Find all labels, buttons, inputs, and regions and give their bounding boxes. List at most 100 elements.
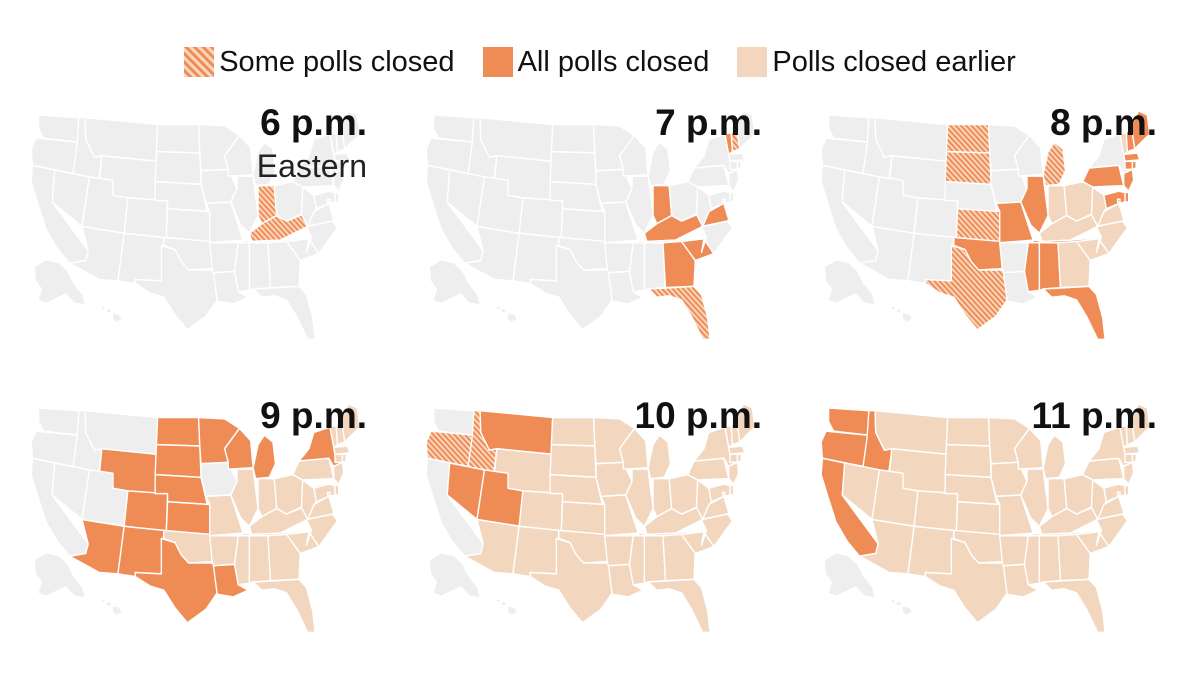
- legend-swatch-earlier: [737, 47, 768, 77]
- state-sd: [154, 443, 202, 479]
- state-nc: [305, 220, 339, 255]
- state-oh: [1063, 473, 1094, 515]
- state-ks: [560, 208, 607, 243]
- state-fl: [647, 285, 711, 341]
- state-ak: [824, 553, 875, 597]
- state-ms: [233, 242, 251, 293]
- state-ky: [1038, 506, 1099, 536]
- state-tx: [529, 244, 613, 331]
- state-ky: [1038, 213, 1099, 243]
- state-dc: [721, 198, 726, 203]
- state-nm: [117, 232, 165, 285]
- panel-time-label: 10 p.m.: [634, 395, 763, 436]
- state-fl: [1042, 285, 1106, 341]
- state-nj: [333, 461, 345, 485]
- state-ri: [1131, 160, 1137, 171]
- state-ma: [728, 152, 746, 162]
- state-al: [1038, 242, 1062, 292]
- state-il: [230, 175, 259, 235]
- state-ri: [341, 160, 347, 171]
- state-co: [518, 490, 564, 533]
- state-mi: [252, 434, 277, 480]
- state-nm: [512, 525, 560, 578]
- map-panel-10pm: 10 p.m.: [405, 385, 790, 655]
- state-co: [913, 490, 959, 533]
- state-mt: [479, 116, 554, 162]
- state-ct: [729, 160, 739, 171]
- state-tx: [529, 537, 613, 624]
- state-me: [1130, 110, 1151, 150]
- state-nd: [550, 416, 596, 447]
- state-mi: [647, 434, 672, 480]
- state-ga: [267, 533, 301, 582]
- us-map: [820, 403, 1151, 634]
- state-ma: [1123, 445, 1141, 455]
- state-nj: [1123, 168, 1135, 192]
- state-ga: [1057, 240, 1091, 289]
- map-panel-9pm: 9 p.m.: [10, 385, 395, 655]
- state-md: [313, 483, 336, 503]
- state-ky: [248, 213, 309, 243]
- panel-timezone-label: Eastern: [256, 148, 367, 184]
- state-ms: [1023, 242, 1041, 293]
- state-me: [735, 110, 756, 150]
- state-me: [340, 110, 361, 150]
- state-me: [340, 403, 361, 443]
- state-ks: [955, 208, 1002, 243]
- state-nd: [945, 416, 991, 447]
- state-mt: [479, 409, 554, 455]
- state-tx: [134, 537, 218, 624]
- state-dc: [1116, 491, 1121, 496]
- state-me: [735, 403, 756, 443]
- state-nj: [1123, 461, 1135, 485]
- us-map: [425, 110, 756, 341]
- state-md: [708, 190, 731, 210]
- state-ms: [628, 242, 646, 293]
- state-ga: [662, 533, 696, 582]
- state-wa: [37, 114, 80, 143]
- state-ms: [233, 535, 251, 586]
- map-panel-11pm: 11 p.m.: [800, 385, 1185, 655]
- state-tx: [924, 244, 1008, 331]
- state-al: [643, 242, 667, 292]
- state-ri: [1131, 453, 1137, 464]
- us-map: [820, 110, 1151, 341]
- state-pa: [687, 164, 730, 188]
- state-il: [625, 175, 654, 235]
- state-hi: [101, 599, 122, 615]
- state-dc: [326, 491, 331, 496]
- state-ks: [560, 501, 607, 536]
- us-map: [425, 403, 756, 634]
- state-nc: [305, 513, 339, 548]
- legend-label-all-polls: All polls closed: [517, 45, 710, 78]
- state-il: [1020, 175, 1049, 235]
- state-fl: [1042, 578, 1106, 634]
- state-dc: [721, 491, 726, 496]
- state-fl: [647, 578, 711, 634]
- state-hi: [496, 306, 517, 322]
- panel-time-label: 9 p.m.: [260, 395, 367, 436]
- state-ks: [165, 501, 212, 536]
- panel-time-label: 8 p.m.: [1050, 102, 1157, 143]
- legend-item-some-polls: Some polls closed: [184, 45, 455, 79]
- state-ak: [824, 260, 875, 304]
- legend-item-all-polls: All polls closed: [482, 45, 710, 79]
- state-ms: [628, 535, 646, 586]
- state-ky: [248, 506, 309, 536]
- state-ky: [643, 213, 704, 243]
- state-ma: [333, 152, 351, 162]
- state-md: [1103, 483, 1126, 503]
- state-ga: [267, 240, 301, 289]
- state-dc: [1116, 198, 1121, 203]
- state-ak: [34, 553, 85, 597]
- map-panel-7pm: 7 p.m.: [405, 92, 790, 362]
- state-oh: [668, 180, 699, 222]
- state-ms: [1023, 535, 1041, 586]
- legend-label-some-polls: Some polls closed: [219, 45, 455, 78]
- legend-label-earlier: Polls closed earlier: [772, 45, 1016, 78]
- state-mt: [84, 116, 159, 162]
- state-nj: [728, 168, 740, 192]
- legend-swatch-solid: [482, 47, 513, 77]
- state-nd: [155, 416, 201, 447]
- state-il: [230, 468, 259, 528]
